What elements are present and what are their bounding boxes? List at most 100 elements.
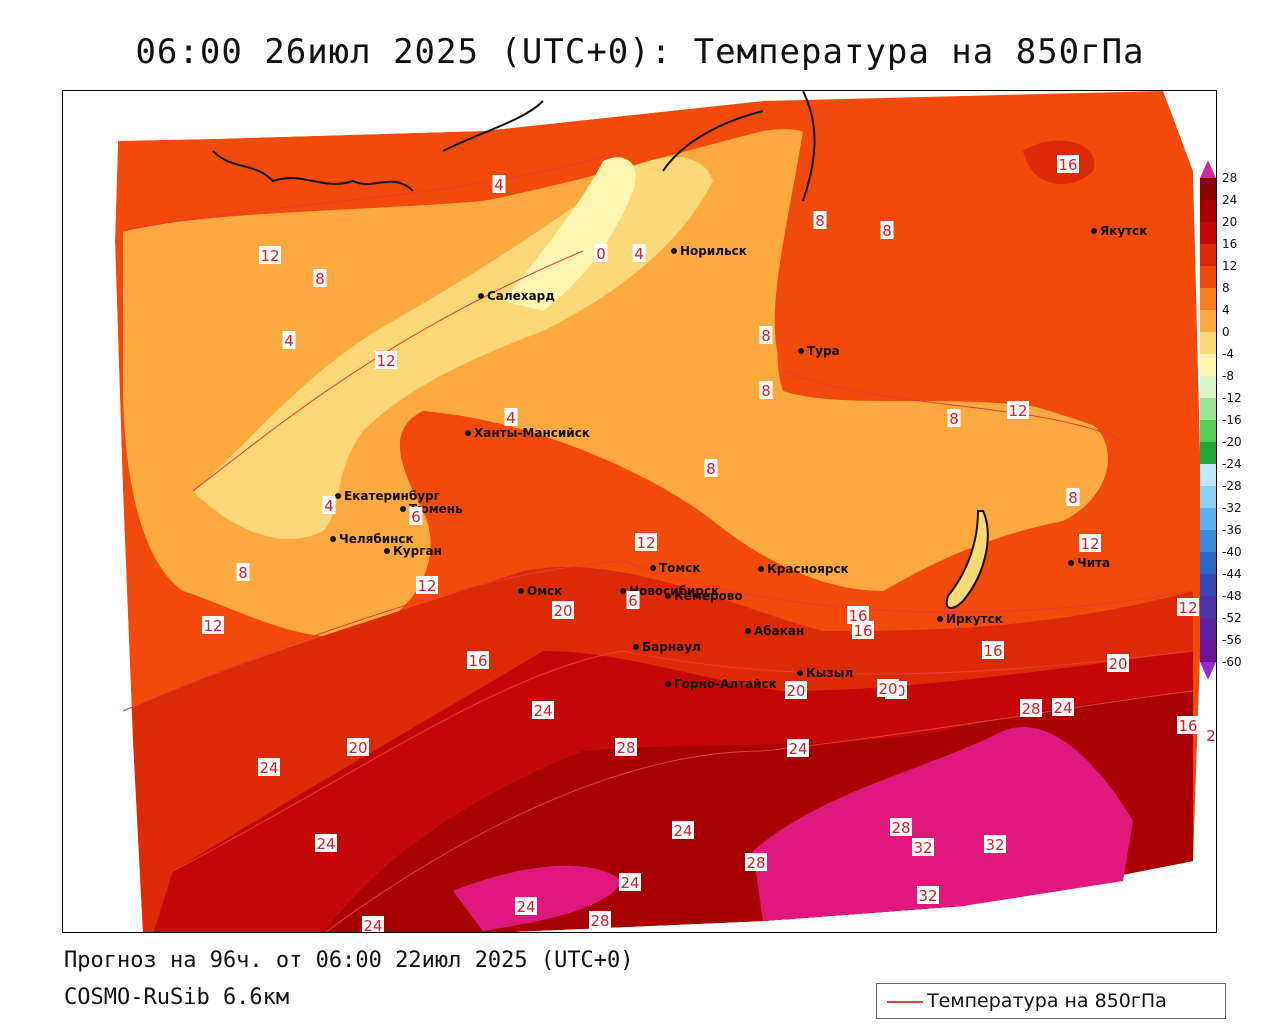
city-dot [797, 670, 803, 676]
colorbar-segment [1200, 376, 1216, 398]
isotherm-label: 20 [878, 680, 897, 698]
city-dot [1068, 560, 1074, 566]
isotherm-label: 12 [1008, 402, 1027, 420]
colorbar-segment [1200, 442, 1216, 464]
isotherm-label: 32 [918, 887, 937, 905]
colorbar-tick-label: -40 [1222, 545, 1242, 559]
city-label: Новосибирск [629, 584, 719, 598]
isotherm-label-bg [258, 758, 280, 776]
colorbar-tick-label: -16 [1222, 413, 1242, 427]
isotherm-labels: 16 8 4 8 12 8 0 4 4 12 4 8 8 8 12 8 4 6 8 12 12 8 12 12 20 6 16 12 1… [202, 155, 1216, 933]
isotherm-label-bg [632, 244, 646, 262]
colorbar-segment [1200, 332, 1216, 354]
isotherm-label-bg [416, 576, 438, 594]
isotherm-label-bg [1177, 598, 1199, 616]
isotherm-label-bg [615, 738, 637, 756]
isotherm-label-bg [1204, 726, 1216, 744]
isotherm-label-bg [635, 533, 657, 551]
isotherm-label: 12 [203, 617, 222, 635]
isotherm-label: 12 [417, 577, 436, 595]
city-dot [330, 536, 336, 542]
city-label: Тюмень [409, 502, 463, 516]
isotherm-label: 12 [1178, 599, 1197, 617]
isotherm-label-bg [347, 738, 369, 756]
city-dot [518, 588, 524, 594]
isotherm-label: 12 [260, 247, 279, 265]
isotherm-label: 6 [628, 592, 638, 610]
city-dot [798, 348, 804, 354]
isotherm-lines [122, 150, 1194, 932]
isotherm-label-bg [1066, 488, 1080, 506]
isotherm-label: 8 [949, 410, 959, 428]
colorbar-segment [1200, 310, 1216, 332]
isotherm-label: 24 [788, 740, 807, 758]
isotherm-label-bg [619, 873, 641, 891]
isotherm-label: 16 [1058, 156, 1077, 174]
colorbar-tick-label: -4 [1222, 347, 1234, 361]
color-scale: 28 24 20 16 12 8 4 0 -4 -8 -12 -16 -20 -24 -28 -32 -36 -4… [1200, 160, 1260, 690]
isotherm-label: 8 [706, 460, 716, 478]
isotherm-label-bg [515, 897, 537, 915]
colorbar-tick-label: -56 [1222, 633, 1242, 647]
temperature-map: Норильск Якутск Салехард Тура Ханты-Мансийск… [63, 91, 1216, 933]
isotherm-label: 2 [1206, 727, 1216, 745]
isotherm-label-bg [594, 244, 608, 262]
isotherm-label: 24 [673, 822, 692, 840]
coastline [212, 91, 816, 202]
city-label: Челябинск [339, 532, 414, 546]
city-dot [665, 593, 671, 599]
isotherm-label: 16 [853, 622, 872, 640]
city-dot [937, 616, 943, 622]
colorbar-segment [1200, 200, 1216, 222]
isotherm-label-bg [1107, 654, 1129, 672]
isotherm-label-bg [492, 175, 506, 193]
model-caption: COSMO-RuSib 6.6км [64, 985, 290, 1010]
isotherm-label-bg [672, 821, 694, 839]
isotherm-label: 8 [882, 222, 892, 240]
zone-28-32 [753, 727, 1133, 921]
city-dot [478, 293, 484, 299]
isotherm-label-bg [1052, 698, 1074, 716]
colorbar-tick-label: -44 [1222, 567, 1242, 581]
isotherm-label: 32 [913, 839, 932, 857]
baikal-lake [945, 510, 989, 609]
isotherm-label-bg [912, 838, 934, 856]
colorbar-tick-label: 20 [1222, 215, 1238, 229]
city-label: Барнаул [642, 640, 701, 654]
forecast-caption: Прогноз на 96ч. от 06:00 22июл 2025 (UTC… [64, 948, 634, 973]
isotherm-label-bg [852, 621, 874, 639]
isotherm-label-bg [504, 408, 518, 426]
isotherm-label: 8 [761, 327, 771, 345]
isotherm-label: 28 [891, 819, 910, 837]
isotherm-label: 8 [238, 564, 248, 582]
colorbar-tick-label: 24 [1222, 193, 1238, 207]
city-label: Екатеринбург [344, 489, 440, 503]
isotherm-label: 24 [363, 917, 382, 933]
colorbar-tick-label: -52 [1222, 611, 1242, 625]
isotherm-label-bg [947, 409, 961, 427]
city-dot [335, 493, 341, 499]
isotherm-label-bg [745, 853, 767, 871]
isotherm-label: 20 [1108, 655, 1127, 673]
colorbar-segment [1200, 464, 1216, 486]
map-title: 06:00 26июл 2025 (UTC+0): Температура на… [135, 32, 1145, 72]
city-label: Чита [1077, 556, 1110, 570]
isotherm-label: 28 [616, 739, 635, 757]
colorbar-segment [1200, 530, 1216, 552]
isotherm-label: 4 [324, 497, 334, 515]
colorbar-segment [1200, 618, 1216, 640]
isotherm-label-bg [626, 591, 640, 609]
isotherm-label-bg [877, 679, 899, 697]
colorbar-tick-label: 28 [1222, 171, 1238, 185]
isotherm-label-bg [704, 459, 718, 477]
isotherm-label: 12 [1080, 535, 1099, 553]
legend: Температура на 850гПа [876, 983, 1226, 1019]
legend-line-swatch [887, 1001, 923, 1003]
isotherm-label: 8 [815, 212, 825, 230]
city-label: Салехард [487, 289, 555, 303]
city-dot [650, 565, 656, 571]
isotherm-label: 6 [411, 508, 421, 526]
city-dot [758, 566, 764, 572]
isotherm-label-bg [1079, 534, 1101, 552]
colorbar-segment [1200, 222, 1216, 244]
